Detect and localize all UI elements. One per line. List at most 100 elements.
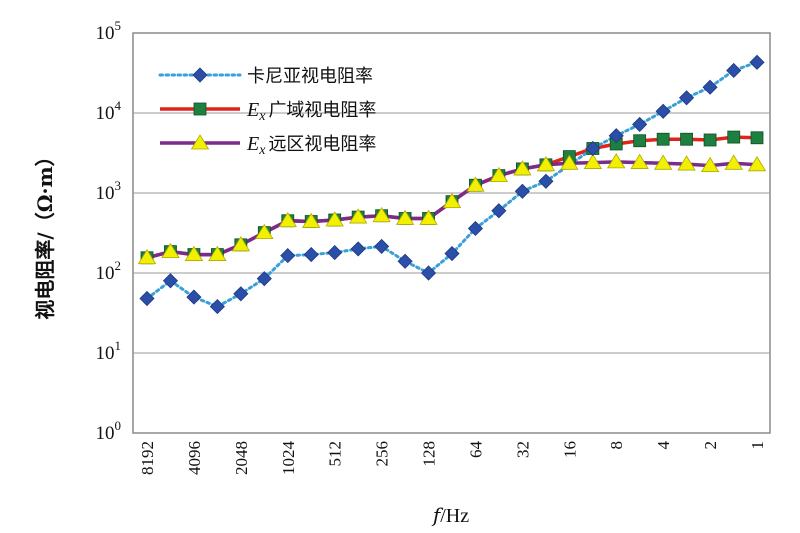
data-point <box>655 103 671 119</box>
x-tick-label: 128 <box>420 441 439 467</box>
data-point <box>374 238 390 254</box>
y-tick-label: 103 <box>96 178 122 204</box>
data-point <box>208 245 227 261</box>
x-tick-label: 16 <box>560 441 579 458</box>
y-tick-base: 10 <box>96 423 115 444</box>
x-tick-label: 32 <box>513 441 532 458</box>
data-point <box>256 271 272 287</box>
data-point <box>702 79 718 95</box>
x-tick-label: 4 <box>654 441 673 450</box>
data-point <box>727 130 741 144</box>
y-tick-label: 105 <box>96 18 122 44</box>
data-point <box>184 245 204 261</box>
data-point <box>397 253 413 269</box>
plot-area <box>132 32 771 434</box>
data-point <box>607 153 626 169</box>
data-point <box>585 140 601 157</box>
y-tick-exponent: 4 <box>115 98 122 113</box>
data-point <box>679 90 695 106</box>
data-point <box>255 223 274 239</box>
legend-label: 卡尼亚视电阻率 <box>247 66 373 87</box>
y-tick-base: 10 <box>96 23 115 44</box>
data-point <box>280 248 296 264</box>
data-point <box>536 156 556 172</box>
legend-label-text: 广域视电阻率 <box>268 100 376 121</box>
data-point <box>700 156 720 173</box>
plot-border <box>132 32 771 434</box>
data-point <box>653 154 673 170</box>
data-point <box>514 183 530 199</box>
data-point <box>749 54 765 70</box>
data-point <box>466 176 485 192</box>
x-tick-label: 1024 <box>279 441 298 476</box>
data-point <box>137 249 157 265</box>
y-tick-label: 100 <box>96 418 122 444</box>
x-tick-label: 8 <box>607 441 626 450</box>
y-tick-base: 10 <box>96 263 115 284</box>
data-point <box>350 241 366 257</box>
x-tick-label: 2048 <box>232 441 251 475</box>
data-point <box>139 290 155 307</box>
data-point <box>656 132 670 146</box>
x-tick-label: 4096 <box>185 441 204 475</box>
x-axis-title: f/Hz <box>431 503 469 527</box>
data-point <box>726 62 742 79</box>
data-point <box>186 289 202 305</box>
data-point <box>608 128 624 144</box>
data-point <box>724 154 743 170</box>
y-tick-exponent: 0 <box>115 418 122 433</box>
data-point <box>192 67 208 83</box>
data-point <box>442 192 462 209</box>
legend-label-symbol: E <box>246 99 259 121</box>
y-tick-base: 10 <box>96 103 115 124</box>
data-point <box>325 211 344 227</box>
series-markers <box>137 54 767 315</box>
data-point <box>278 211 297 228</box>
y-tick-label: 101 <box>96 338 122 364</box>
data-point <box>348 208 368 224</box>
legend-label-text: 卡尼亚视电阻率 <box>247 66 373 87</box>
x-tick-label: 64 <box>466 441 485 459</box>
data-point <box>680 132 693 146</box>
data-point <box>372 206 391 223</box>
data-point <box>161 242 180 259</box>
data-point <box>560 154 579 170</box>
y-axis-title: 视电阻率/（Ω·m） <box>33 146 57 319</box>
x-tick-label: 1 <box>748 441 767 450</box>
data-point <box>162 273 179 289</box>
legend-label-subscript: x <box>258 143 266 158</box>
data-point <box>491 203 507 219</box>
data-point <box>677 155 696 171</box>
data-point <box>467 220 484 237</box>
legend-label-subscript: x <box>258 109 266 124</box>
data-point <box>303 246 319 263</box>
data-point <box>747 156 767 172</box>
data-point <box>750 131 764 145</box>
y-tick-exponent: 2 <box>115 258 122 273</box>
y-tick-base: 10 <box>96 183 115 204</box>
y-tick-exponent: 5 <box>115 18 122 33</box>
data-point <box>395 209 415 225</box>
legend-label: Ex 广域视电阻率 <box>246 99 376 124</box>
x-tick-label: 256 <box>373 441 392 467</box>
y-tick-label: 102 <box>96 258 122 284</box>
legend-label-symbol: E <box>246 133 259 155</box>
data-point <box>538 173 554 189</box>
data-point <box>193 102 207 116</box>
data-point <box>233 286 249 302</box>
y-tick-base: 10 <box>96 343 115 364</box>
x-axis-title-unit: /Hz <box>440 505 469 527</box>
x-tick-label: 512 <box>326 441 345 467</box>
x-tick-label: 8192 <box>138 441 157 475</box>
data-point <box>703 133 717 147</box>
data-point <box>302 212 321 228</box>
data-point <box>632 116 648 132</box>
data-point <box>583 153 603 169</box>
y-tick-exponent: 3 <box>115 178 122 193</box>
data-point <box>420 265 437 281</box>
data-point <box>209 299 225 315</box>
data-point <box>489 166 509 183</box>
data-point <box>327 245 343 261</box>
